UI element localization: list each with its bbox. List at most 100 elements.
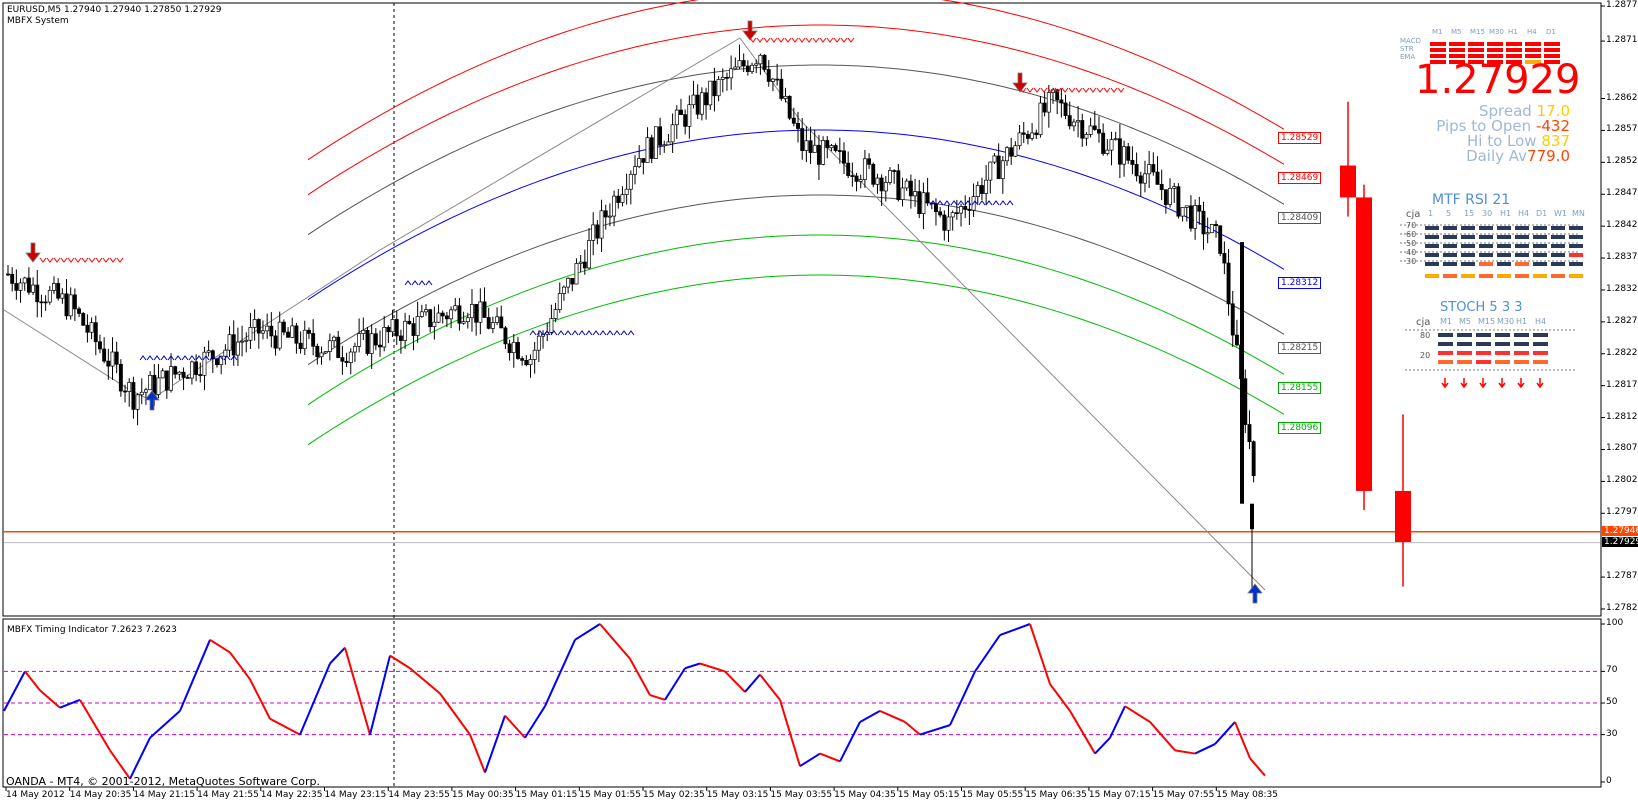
time-axis-label: 15 May 00:35 bbox=[451, 790, 514, 800]
hilo-readout: Hi to Low 837 bbox=[1390, 134, 1570, 149]
candle-body bbox=[954, 212, 959, 214]
candle-body bbox=[741, 60, 746, 67]
candle-body bbox=[1101, 132, 1106, 154]
candle-body bbox=[77, 308, 82, 314]
candle-body bbox=[1117, 138, 1122, 165]
candle-body bbox=[307, 329, 311, 334]
candle-body bbox=[984, 179, 989, 194]
stoch-cell bbox=[1476, 360, 1491, 364]
candle-body bbox=[398, 335, 403, 341]
stoch-cell bbox=[1438, 342, 1453, 346]
signal-cell bbox=[1487, 42, 1503, 46]
mtf-rsi-grid bbox=[1400, 224, 1583, 278]
timing-indicator-window[interactable] bbox=[2, 618, 1605, 791]
stoch-timeframe-label: H1 bbox=[1516, 317, 1528, 326]
timing-segment bbox=[574, 623, 601, 641]
signal-cell bbox=[1430, 60, 1446, 64]
candle-body bbox=[1025, 134, 1030, 139]
candle-body bbox=[361, 329, 366, 334]
candle-body bbox=[1122, 146, 1127, 165]
candle-body bbox=[862, 158, 867, 180]
time-axis-label: 14 May 22:35 bbox=[260, 790, 323, 800]
price-axis-label: 1.28375 bbox=[1606, 252, 1638, 263]
candle-body bbox=[35, 284, 40, 303]
candle-body bbox=[156, 377, 161, 395]
candle-body bbox=[340, 357, 345, 362]
candle-body bbox=[352, 345, 357, 353]
candle-body bbox=[1205, 232, 1210, 235]
stoch-level-label: 80 bbox=[1420, 331, 1431, 340]
candle-body bbox=[31, 284, 36, 293]
marker bbox=[985, 200, 993, 206]
signal-cell bbox=[1487, 60, 1503, 64]
price-axis-label: 1.28075 bbox=[1606, 443, 1638, 454]
candle-body bbox=[900, 187, 905, 200]
sell-markers bbox=[1019, 87, 1125, 93]
candle-body bbox=[198, 374, 203, 376]
candle-body bbox=[821, 140, 826, 165]
timing-segment bbox=[599, 623, 631, 660]
main-frame bbox=[2, 2, 1602, 617]
candle-body bbox=[323, 351, 328, 354]
candle-body bbox=[68, 294, 73, 317]
candle-body bbox=[223, 349, 228, 357]
sub-axis-label: 0 bbox=[1606, 776, 1612, 786]
stoch-cell bbox=[1438, 333, 1453, 337]
candle-body bbox=[1071, 121, 1076, 127]
rsi-cell bbox=[1533, 253, 1547, 257]
candle-body bbox=[269, 325, 274, 337]
candle-body bbox=[536, 335, 541, 351]
daily-readout: Daily Av779.0 bbox=[1390, 149, 1570, 164]
timing-segment bbox=[299, 663, 331, 735]
timing-segment bbox=[469, 734, 486, 773]
price-axis-label: 1.27975 bbox=[1606, 507, 1638, 518]
candle-body bbox=[1076, 120, 1081, 123]
marker bbox=[116, 257, 124, 263]
candle-body bbox=[1021, 132, 1026, 135]
rsi-timeframe-label: H1 bbox=[1500, 209, 1512, 218]
copyright: OANDA - MT4, © 2001-2012, MetaQuotes Sof… bbox=[6, 775, 321, 788]
rsi-cell bbox=[1515, 262, 1529, 266]
marker bbox=[529, 330, 537, 336]
rsi-cell bbox=[1533, 262, 1547, 266]
timing-segment bbox=[229, 651, 251, 680]
candle-body bbox=[56, 283, 61, 299]
marker bbox=[81, 257, 89, 263]
candle-body bbox=[850, 175, 855, 177]
candle-body bbox=[1126, 146, 1131, 161]
candle-body bbox=[390, 319, 395, 333]
sell-markers bbox=[39, 257, 124, 263]
candle-body bbox=[825, 140, 830, 149]
candle-body bbox=[1188, 205, 1193, 229]
candle-body bbox=[770, 78, 775, 82]
marker bbox=[1040, 87, 1048, 93]
time-axis-label: 14 May 2012 bbox=[6, 790, 65, 800]
candle-body bbox=[1147, 164, 1152, 175]
candle-body bbox=[628, 173, 633, 190]
candle-body bbox=[1243, 378, 1248, 425]
marker bbox=[1089, 87, 1097, 93]
timeframe-label: M30 bbox=[1489, 28, 1504, 36]
marker bbox=[571, 330, 579, 336]
time-axis-label: 15 May 08:35 bbox=[1216, 790, 1279, 800]
candle-body bbox=[386, 327, 391, 333]
marker bbox=[599, 330, 607, 336]
buy-markers bbox=[529, 330, 635, 336]
price-axis-label: 1.28125 bbox=[1606, 411, 1638, 422]
timeframe-label: H1 bbox=[1508, 28, 1518, 36]
candle-body bbox=[1113, 138, 1118, 141]
price-axis-label: 1.28025 bbox=[1606, 475, 1638, 486]
main-chart-window[interactable] bbox=[2, 0, 1605, 787]
candle-body bbox=[139, 391, 144, 396]
candle-body bbox=[1055, 89, 1060, 101]
candle-body bbox=[570, 278, 575, 285]
stoch-title: STOCH 5 3 3 bbox=[1440, 300, 1523, 315]
rsi-cell bbox=[1515, 274, 1529, 278]
system-name: MBFX System bbox=[7, 16, 69, 26]
candle-body bbox=[712, 80, 717, 97]
candle-body bbox=[1201, 210, 1206, 235]
price-axis-label: 1.28475 bbox=[1606, 188, 1638, 199]
candle-body bbox=[47, 289, 52, 303]
marker bbox=[1096, 87, 1104, 93]
